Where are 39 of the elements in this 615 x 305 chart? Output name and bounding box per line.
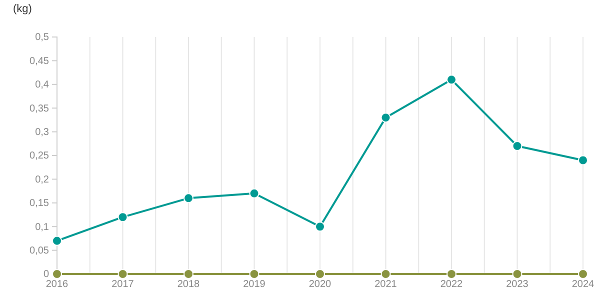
y-tick-label: 0,15 [30,198,50,210]
y-tick-label: 0,25 [30,150,50,162]
x-tick-label: 2016 [46,279,69,290]
y-tick-label: 0,3 [35,127,50,138]
point [52,268,62,280]
point [314,268,326,280]
point [249,188,260,198]
point [512,268,522,280]
point [314,222,326,232]
y-tick-label: 0,5 [35,32,50,44]
x-tick-label: 2018 [177,279,200,290]
y-tick-label: 0 [43,269,50,280]
point [380,268,391,280]
y-tick-label: 0,05 [30,246,50,256]
x-tick-label: 2017 [112,279,134,290]
x-tick-label: 2020 [308,279,332,290]
point [578,268,588,280]
point [446,74,457,85]
y-tick-label: 0,35 [30,103,50,114]
point [380,112,391,123]
y-tick-label: 0,45 [30,56,50,67]
x-tick-label: 2019 [243,279,266,290]
x-tick-label: 2022 [440,279,464,290]
point [512,141,522,152]
x-tick-label: 2021 [374,279,398,290]
point [52,236,62,246]
y-tick-label: 0,4 [35,80,50,91]
point [183,268,194,280]
y-tick-label: 0,1 [35,222,50,233]
x-tick-label: 2024 [572,279,595,290]
point [446,268,457,280]
point [183,193,194,204]
point [118,212,128,222]
point [118,268,128,280]
y-axis-title: (kg) [13,3,32,15]
point [578,155,588,166]
x-tick-label: 2023 [506,279,529,290]
point [249,268,260,280]
y-tick-label: 0,2 [35,174,50,186]
